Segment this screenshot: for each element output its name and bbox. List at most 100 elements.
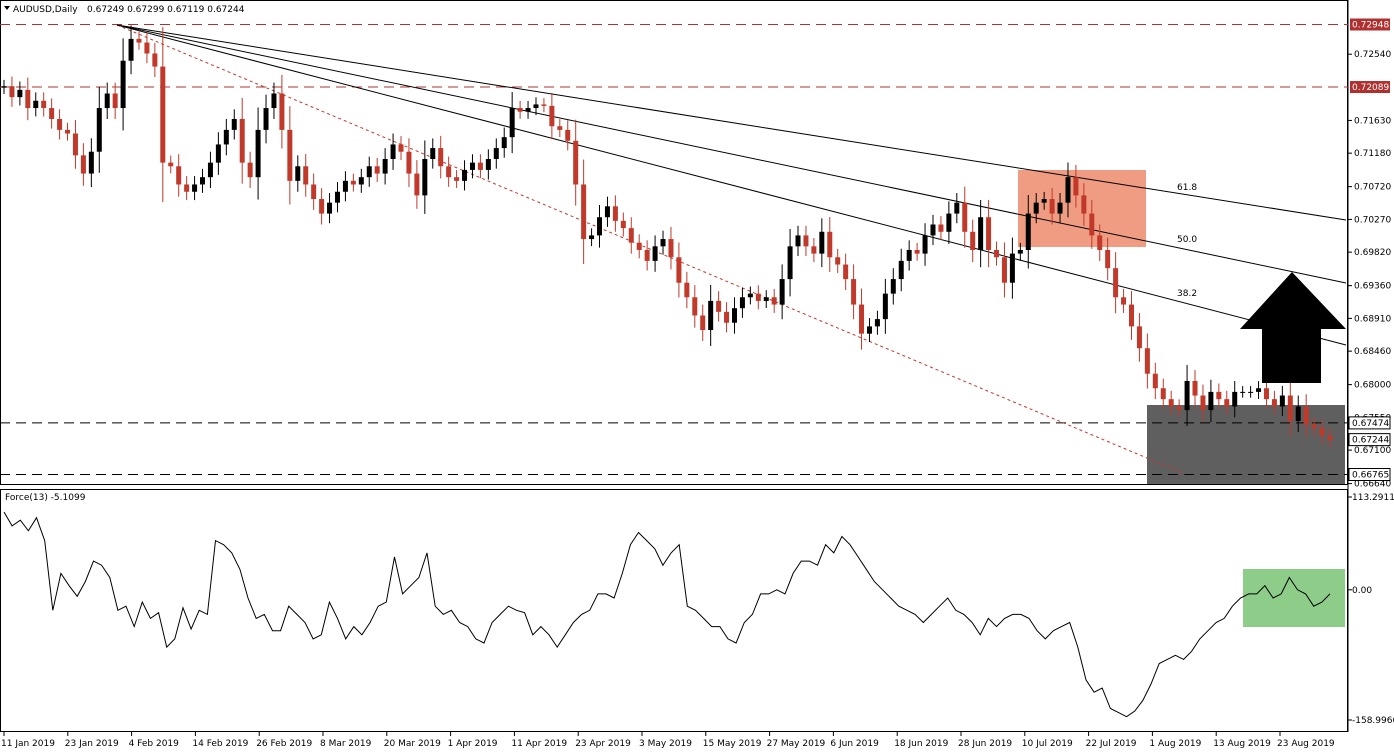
candle-body [358, 177, 364, 185]
candle [866, 318, 872, 343]
price-tick-label: 0.72540 [1354, 50, 1391, 60]
candle-body [1057, 202, 1063, 214]
candle [573, 119, 579, 206]
candle [509, 92, 515, 154]
candle [1, 79, 7, 95]
candle-body [827, 231, 833, 258]
candle [104, 82, 110, 119]
candle-body [1200, 395, 1206, 411]
candle-body [898, 260, 904, 280]
candle [311, 173, 317, 210]
candle [652, 235, 658, 272]
candle-body [628, 228, 634, 243]
candle [1017, 242, 1023, 261]
candle [25, 77, 31, 121]
candle-body [192, 184, 198, 192]
candle-body [1009, 253, 1015, 283]
candle [954, 193, 960, 224]
candle-body [1017, 249, 1023, 254]
candle-body [851, 279, 857, 305]
candles [1, 25, 1333, 448]
candle [1279, 385, 1285, 417]
candle [676, 242, 682, 298]
candle-body [835, 257, 841, 265]
candle-body [1248, 391, 1254, 393]
candle [1287, 380, 1293, 436]
candle [255, 107, 261, 200]
force-tick-label: 113.2911 [1352, 493, 1394, 503]
candle [1232, 380, 1238, 418]
time-tick-label: 14 Feb 2019 [192, 739, 248, 749]
candle-body [1105, 249, 1111, 269]
candle-body [874, 319, 880, 327]
candle [1208, 379, 1214, 423]
price-tick-label: 0.68000 [1354, 381, 1391, 391]
candle-body [350, 180, 356, 185]
time-tick-label: 11 Apr 2019 [511, 739, 567, 749]
candle [1136, 312, 1142, 362]
candle [1025, 195, 1031, 269]
symbol-dropdown-icon[interactable] [4, 6, 10, 10]
candle [533, 97, 539, 116]
candle [1216, 383, 1222, 408]
candle [1065, 162, 1071, 218]
candle-body [414, 173, 420, 196]
candle [549, 92, 555, 140]
candle-body [469, 162, 475, 170]
candle-body [176, 166, 182, 185]
candle [485, 149, 491, 180]
candle [684, 271, 690, 309]
candle [1200, 384, 1206, 422]
candle [1121, 288, 1127, 313]
candle-body [438, 148, 444, 167]
time-tick-label: 18 Jun 2019 [894, 739, 948, 749]
time-tick-label: 3 May 2019 [639, 739, 692, 749]
candle [200, 168, 206, 193]
candle [382, 148, 388, 185]
candle [882, 278, 888, 334]
candle [215, 132, 221, 175]
candle [96, 86, 102, 173]
candle [565, 120, 571, 151]
candle [327, 193, 333, 224]
candle-body [724, 311, 730, 323]
candle [493, 138, 499, 169]
candle [319, 188, 325, 225]
candle-body [1216, 391, 1222, 400]
candle-body [549, 105, 555, 127]
candle [620, 212, 626, 237]
symbol-label: AUDUSD,Daily [13, 5, 78, 15]
candle-body [644, 249, 650, 261]
candle-body [1033, 202, 1039, 214]
candle-body [541, 104, 547, 106]
time-tick-label: 28 Jun 2019 [958, 739, 1012, 749]
candle [724, 302, 730, 333]
price-tag: 0.72089 [1352, 83, 1389, 93]
candle-body [938, 224, 944, 232]
candle-body [1240, 391, 1246, 393]
candle [644, 240, 650, 271]
force-indicator-label: Force(13) -5.1099 [5, 493, 86, 503]
candle [803, 225, 809, 256]
candle [930, 214, 936, 246]
candle-body [795, 235, 801, 247]
candle [144, 32, 150, 64]
candle-body [231, 118, 237, 130]
candle [938, 216, 944, 241]
candle [374, 157, 380, 182]
candle-body [88, 151, 94, 174]
candle [1057, 193, 1063, 224]
candle-body [565, 129, 571, 141]
candle-body [334, 191, 340, 203]
candle [279, 74, 285, 149]
candle [1049, 188, 1055, 225]
candle [207, 151, 213, 189]
fib-label-61-8: 61.8 [1177, 183, 1197, 193]
candle-body [128, 38, 134, 61]
candle [914, 242, 920, 261]
candle-body [160, 66, 166, 163]
candle-body [1097, 235, 1103, 250]
price-tick-label: 0.70270 [1354, 215, 1391, 225]
candle-body [25, 89, 31, 109]
candle-body [207, 162, 213, 178]
